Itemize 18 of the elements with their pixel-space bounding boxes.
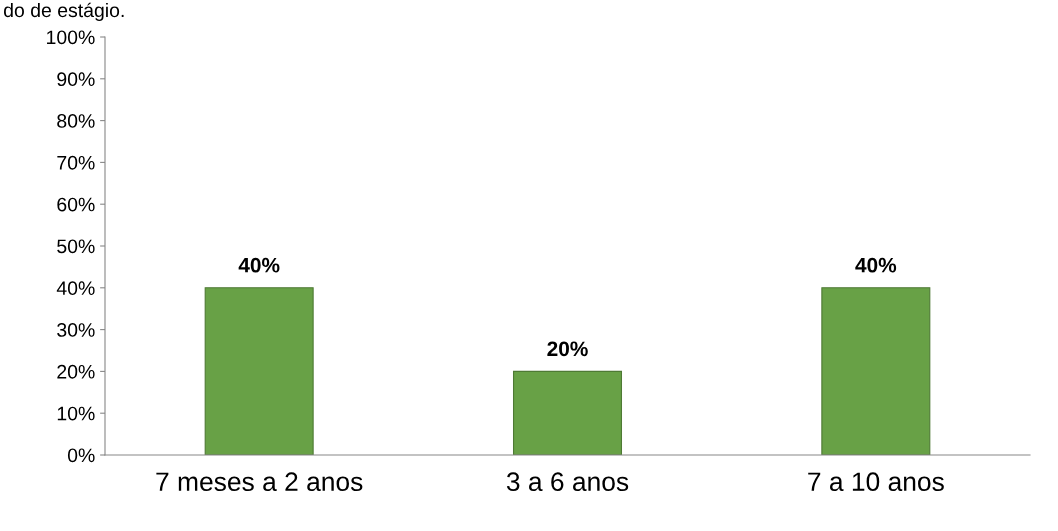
data-label: 40% [238,257,280,273]
x-tick-label: 3 a 6 anos [506,472,629,492]
y-tick-label: 90% [57,72,95,87]
x-tick-label: 7 meses a 2 anos [156,472,363,492]
y-tick-label: 20% [57,364,95,379]
y-tick-label: 100% [47,30,95,45]
y-tick-label: 0% [67,448,95,463]
chart-title: do de estágio. [3,2,124,22]
y-tick-label: 30% [57,323,95,337]
data-label: 20% [547,341,588,357]
y-tick-label: 10% [57,406,95,421]
y-tick-label: 80% [57,114,95,128]
data-label: 40% [855,257,897,273]
y-tick-label: 40% [56,281,95,296]
y-tick-label: 60% [57,197,95,212]
y-tick-label: 70% [57,155,95,170]
y-tick-label: 50% [57,239,95,254]
x-tick-label: 7 a 10 anos [808,472,944,492]
